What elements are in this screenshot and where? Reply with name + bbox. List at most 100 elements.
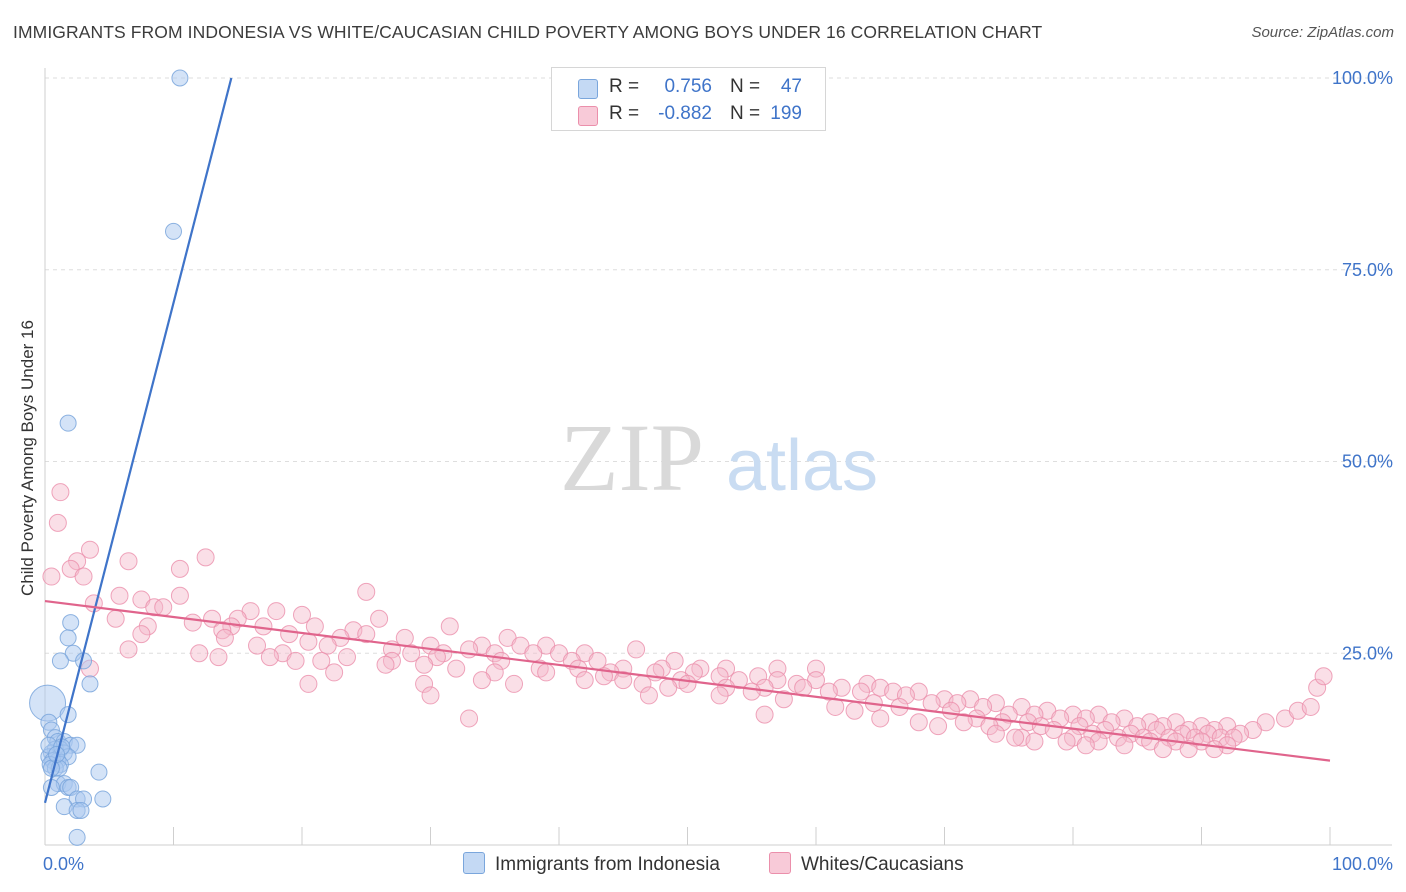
blue-point bbox=[51, 652, 69, 670]
blue-point bbox=[90, 763, 108, 781]
pink-point bbox=[505, 674, 524, 693]
blue-point bbox=[72, 801, 90, 819]
pink-point bbox=[447, 659, 466, 678]
pink-point bbox=[132, 625, 151, 644]
pink-point bbox=[1076, 709, 1095, 728]
pink-point bbox=[357, 625, 376, 644]
pink-point bbox=[312, 651, 331, 670]
bottom-legend-blue-label: Immigrants from Indonesia bbox=[495, 854, 720, 875]
watermark-zip: ZIP bbox=[560, 404, 704, 511]
bottom-legend-pink-label: Whites/Caucasians bbox=[801, 854, 964, 875]
pink-point bbox=[717, 659, 736, 678]
pink-point bbox=[318, 636, 337, 655]
pink-point bbox=[196, 548, 215, 567]
pink-point bbox=[106, 609, 125, 628]
pink-point bbox=[999, 705, 1018, 724]
pink-point bbox=[305, 617, 324, 636]
legend-n-value: 47 bbox=[780, 76, 802, 97]
blue-point bbox=[94, 790, 112, 808]
pink-point bbox=[267, 602, 286, 621]
pink-point bbox=[222, 617, 241, 636]
tick-labels: 100.0% 75.0% 50.0% 25.0% 0.0% 100.0% bbox=[43, 68, 1393, 874]
pink-point bbox=[659, 678, 678, 697]
trend-lines bbox=[43, 77, 1331, 804]
pink-point bbox=[1025, 732, 1044, 751]
pink-point bbox=[537, 663, 556, 682]
pink-point bbox=[749, 667, 768, 686]
y-tick-label: 100.0% bbox=[1332, 68, 1393, 88]
blue-point bbox=[171, 69, 189, 87]
pink-point bbox=[376, 655, 395, 674]
pink-point bbox=[460, 709, 479, 728]
pink-point bbox=[575, 671, 594, 690]
pink-point bbox=[415, 674, 434, 693]
legend-r-label: R = bbox=[609, 76, 640, 97]
x-tick-label: 0.0% bbox=[43, 854, 84, 874]
pink-point bbox=[472, 671, 491, 690]
pink-point bbox=[286, 651, 305, 670]
pink-point bbox=[909, 713, 928, 732]
source-label: Source: ZipAtlas.com bbox=[1251, 24, 1394, 41]
blue-trend-line bbox=[43, 77, 233, 804]
pink-series-points bbox=[42, 483, 1333, 759]
pink-point bbox=[929, 717, 948, 736]
blue-point bbox=[165, 222, 182, 240]
pink-point bbox=[627, 640, 646, 659]
legend-r-value: -0.882 bbox=[658, 103, 712, 124]
pink-point bbox=[1115, 736, 1134, 755]
legend-r-value: 0.756 bbox=[664, 76, 712, 97]
pink-point bbox=[1006, 728, 1025, 747]
pink-point bbox=[260, 648, 279, 667]
y-tick-label: 75.0% bbox=[1342, 260, 1393, 280]
pink-point bbox=[774, 690, 793, 709]
legend-n-label: N = bbox=[730, 103, 761, 124]
pink-point bbox=[1308, 678, 1327, 697]
pink-point bbox=[248, 636, 267, 655]
pink-point bbox=[851, 682, 870, 701]
pink-point bbox=[190, 644, 209, 663]
chart-title: IMMIGRANTS FROM INDONESIA VS WHITE/CAUCA… bbox=[13, 22, 1043, 42]
pink-point bbox=[710, 686, 729, 705]
legend-r-label: R = bbox=[609, 103, 640, 124]
pink-point bbox=[370, 609, 389, 628]
pink-point bbox=[1179, 740, 1198, 759]
pink-point bbox=[415, 655, 434, 674]
pink-point bbox=[119, 552, 138, 571]
pink-point bbox=[154, 598, 173, 617]
watermark: ZIP atlas bbox=[560, 404, 878, 511]
pink-point bbox=[755, 705, 774, 724]
stats-legend: R = 0.756 N = 47 R = -0.882 N = 199 bbox=[551, 67, 826, 131]
pink-point bbox=[357, 582, 376, 601]
pink-point bbox=[1224, 728, 1243, 747]
pink-point bbox=[228, 609, 247, 628]
pink-point bbox=[974, 697, 993, 716]
pink-point bbox=[1076, 736, 1095, 755]
bottom-legend-blue: Immigrants from Indonesia bbox=[463, 852, 720, 876]
pink-point bbox=[215, 628, 234, 647]
pink-point bbox=[68, 552, 87, 571]
pink-point bbox=[337, 648, 356, 667]
blue-point bbox=[59, 629, 77, 647]
blue-point bbox=[59, 414, 77, 432]
pink-point bbox=[1301, 697, 1320, 716]
blue-swatch-icon bbox=[463, 852, 485, 874]
pink-point bbox=[183, 613, 202, 632]
pink-point bbox=[954, 713, 973, 732]
pink-point bbox=[51, 483, 70, 502]
pink-point bbox=[440, 617, 459, 636]
pink-swatch-icon bbox=[578, 106, 598, 126]
blue-point bbox=[81, 675, 99, 693]
pink-point bbox=[871, 709, 890, 728]
pink-point bbox=[1057, 732, 1076, 751]
y-tick-label: 50.0% bbox=[1342, 452, 1393, 472]
blue-point bbox=[62, 614, 80, 632]
pink-point bbox=[948, 694, 967, 713]
pink-point bbox=[614, 671, 633, 690]
pink-point bbox=[922, 694, 941, 713]
blue-series-points bbox=[29, 69, 189, 846]
pink-point bbox=[1153, 740, 1172, 759]
pink-point bbox=[1128, 717, 1147, 736]
pink-point bbox=[845, 701, 864, 720]
pink-point bbox=[299, 632, 318, 651]
pink-point bbox=[119, 640, 138, 659]
